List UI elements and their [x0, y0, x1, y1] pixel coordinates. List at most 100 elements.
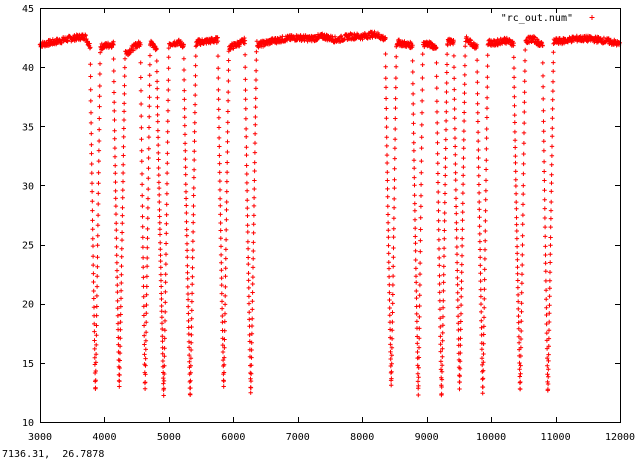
data-point — [250, 316, 255, 321]
data-point — [117, 350, 123, 356]
data-point — [392, 156, 397, 161]
data-point — [512, 138, 518, 143]
data-point — [514, 206, 519, 211]
data-point — [515, 257, 520, 262]
data-point — [221, 384, 226, 389]
data-point — [146, 134, 152, 140]
data-point — [386, 243, 391, 248]
data-point — [141, 294, 146, 299]
data-point — [89, 151, 94, 156]
data-point — [217, 196, 223, 201]
data-point — [548, 208, 554, 213]
data-point — [546, 374, 551, 379]
data-point — [540, 73, 546, 79]
data-point — [185, 255, 190, 260]
data-point — [515, 271, 520, 276]
data-point — [391, 205, 397, 210]
data-point — [145, 196, 151, 201]
data-point — [249, 340, 254, 345]
data-point — [390, 310, 395, 315]
data-point — [141, 304, 146, 309]
data-point — [484, 95, 490, 100]
data-point — [145, 255, 150, 261]
data-point — [477, 239, 483, 244]
data-point — [454, 220, 459, 225]
data-point — [156, 157, 161, 162]
data-point — [218, 212, 223, 217]
axis-ticks: 3000 4000 5000 6000 7000 8000 9000 10000 11000 12… — [22, 4, 635, 443]
data-point — [191, 193, 196, 198]
data-point — [144, 264, 150, 269]
data-point — [550, 134, 555, 139]
data-point — [189, 316, 194, 321]
data-point — [475, 110, 480, 115]
data-point — [435, 161, 440, 166]
data-point — [250, 290, 255, 295]
data-point — [164, 181, 170, 186]
data-point — [388, 356, 393, 362]
data-point — [480, 362, 485, 368]
data-point — [435, 120, 440, 126]
data-point — [436, 218, 441, 223]
data-point — [516, 326, 521, 331]
data-point — [248, 378, 254, 384]
data-point — [252, 150, 258, 155]
data-point — [224, 170, 230, 175]
data-point — [157, 214, 162, 219]
data-point — [157, 207, 162, 213]
data-point — [523, 47, 528, 53]
data-point — [251, 222, 256, 227]
data-point — [182, 115, 187, 120]
data-point — [484, 126, 489, 132]
data-point — [182, 88, 187, 93]
data-point — [182, 132, 188, 137]
data-point — [462, 110, 467, 115]
data-point — [162, 336, 167, 341]
data-point — [249, 355, 254, 360]
data-point — [157, 192, 162, 198]
data-point — [121, 144, 126, 149]
data-point — [459, 270, 464, 275]
data-point — [221, 378, 226, 384]
data-point — [519, 281, 525, 286]
data-point — [450, 41, 456, 47]
data-point — [519, 309, 524, 314]
data-point — [216, 97, 221, 102]
data-point — [512, 103, 517, 108]
data-point — [385, 178, 390, 183]
data-point — [244, 145, 249, 150]
data-point — [463, 44, 468, 49]
data-point — [140, 224, 145, 229]
data-point — [184, 248, 190, 253]
data-point — [481, 360, 486, 365]
data-point — [182, 141, 188, 146]
data-point — [251, 195, 257, 200]
data-point — [215, 38, 221, 44]
data-point — [155, 119, 160, 124]
data-point — [549, 180, 554, 186]
data-point — [453, 170, 458, 175]
data-point — [574, 33, 579, 39]
data-point — [393, 116, 398, 121]
data-point — [513, 191, 519, 196]
data-point — [541, 129, 546, 134]
data-point — [158, 265, 163, 270]
data-point — [417, 314, 422, 320]
data-point — [154, 46, 159, 52]
data-point — [97, 104, 102, 109]
data-point — [390, 328, 395, 333]
data-point — [224, 227, 229, 233]
data-point — [411, 101, 416, 107]
data-point — [246, 285, 251, 291]
data-point — [550, 88, 556, 94]
y-tick-label: 40 — [22, 63, 34, 74]
data-point — [390, 319, 395, 325]
data-point — [222, 345, 227, 350]
data-point — [251, 213, 257, 218]
data-point — [193, 63, 198, 68]
data-point — [243, 97, 248, 102]
data-point — [418, 238, 423, 243]
data-point — [217, 161, 222, 166]
